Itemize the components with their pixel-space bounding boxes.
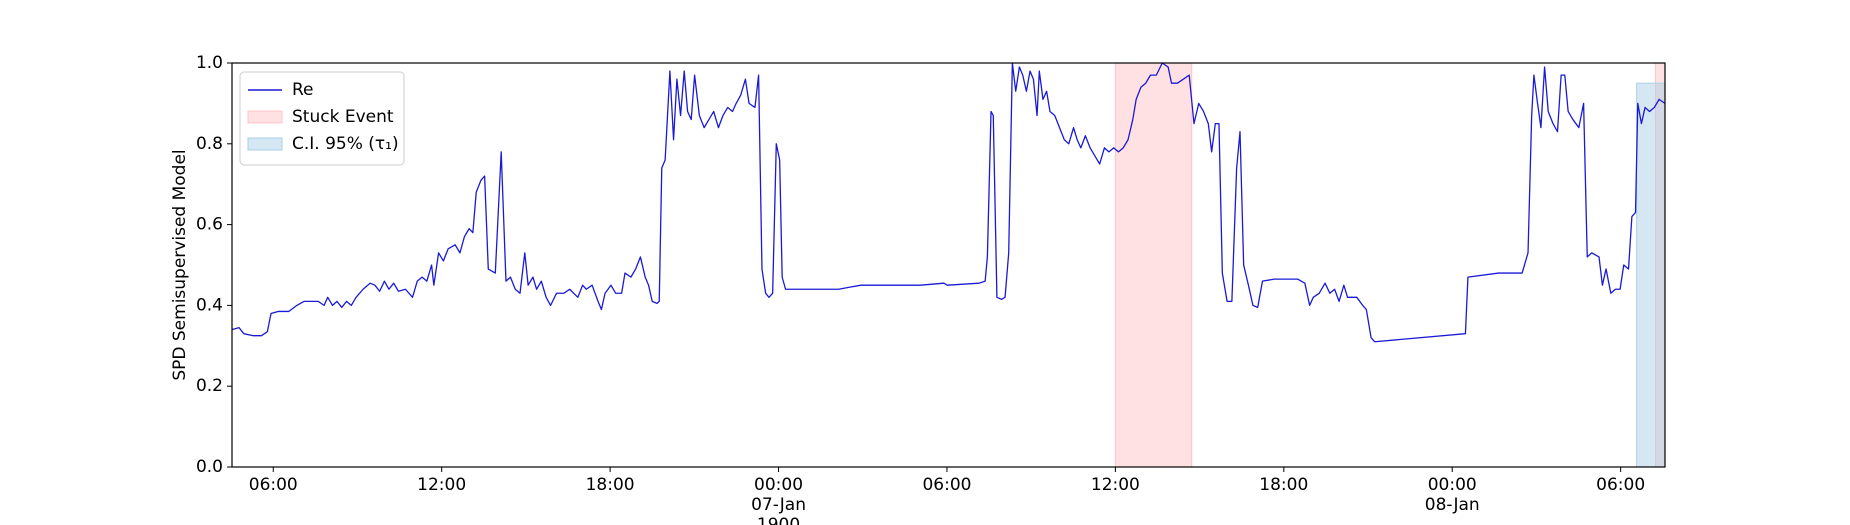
legend-swatch: [247, 110, 283, 124]
y-tick-label: 1.0: [196, 53, 223, 73]
span: [1636, 82, 1666, 468]
legend: Re Stuck Event C.I. 95% (τ₁): [239, 71, 405, 166]
x-tick-label: 00:00 08-Jan: [1424, 475, 1480, 515]
x-tick-label: 06:00: [248, 475, 298, 495]
x-tick-label: 18:00: [1259, 475, 1309, 495]
y-tick-label: 0.8: [196, 134, 223, 154]
y-tick-label: 0.0: [196, 457, 223, 477]
y-axis-label: SPD Semisupervised Model: [170, 149, 190, 380]
y-tick-label: 0.6: [196, 215, 223, 235]
data-line: [231, 62, 1666, 343]
legend-swatch: [247, 137, 283, 151]
x-tick-label: 06:00: [1596, 475, 1646, 495]
legend-label: Stuck Event: [292, 107, 394, 127]
legend-label: Re: [292, 80, 314, 100]
x-tick-label: 06:00: [922, 475, 972, 495]
x-tick-label: 00:00 07-Jan 1900: [751, 475, 806, 525]
legend-label: C.I. 95% (τ₁): [292, 134, 399, 154]
plot-frame: [231, 62, 1666, 468]
y-tick-label: 0.4: [196, 295, 223, 315]
x-tick-label: 18:00: [585, 475, 635, 495]
x-tick-label: 12:00: [417, 475, 467, 495]
x-tick-label: 12:00: [1090, 475, 1140, 495]
span: [1114, 62, 1193, 468]
y-tick-label: 0.2: [196, 376, 223, 396]
